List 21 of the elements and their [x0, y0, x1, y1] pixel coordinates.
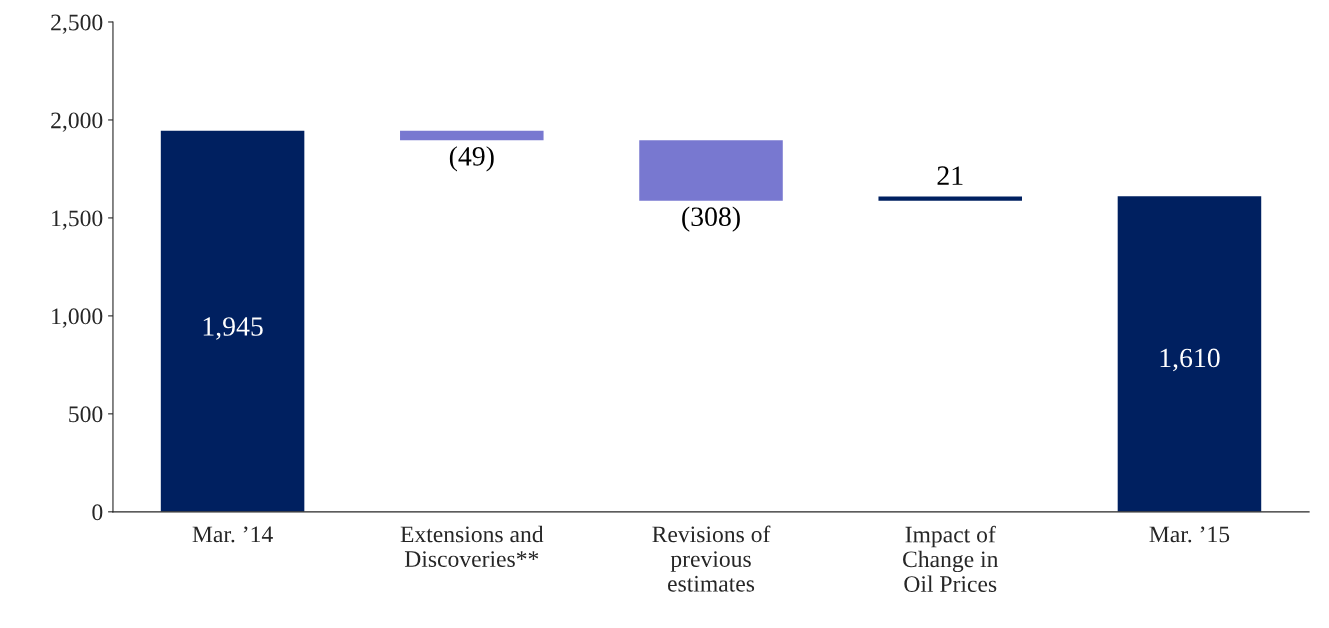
x-tick-label: Revisions of previous estimates: [652, 525, 771, 592]
data-label: (308): [682, 206, 740, 232]
bar: [1117, 196, 1262, 512]
bar: [160, 130, 305, 512]
data-label: 1,610: [1160, 348, 1220, 372]
data-label: (49): [449, 146, 494, 172]
y-tick-label: 1,000: [52, 308, 103, 328]
x-tick-label: Extensions and Discoveries**: [400, 525, 544, 568]
y-tick-label: 2,500: [51, 14, 103, 34]
y-tick-label: 500: [69, 406, 103, 423]
x-tick-label: Mar. ’14: [192, 526, 273, 543]
y-tick-label: 2,000: [51, 112, 103, 132]
bar: [400, 130, 544, 141]
bar: [878, 196, 1022, 201]
bar: [639, 140, 783, 201]
x-tick-label: Impact of Change in Oil Prices: [903, 525, 999, 593]
x-tick-label: Mar. ’15: [1149, 526, 1230, 543]
y-tick-label: 0: [92, 504, 103, 521]
data-label: 1,945: [203, 317, 263, 340]
data-label: 21: [937, 166, 963, 185]
y-tick-label: 1,500: [52, 210, 103, 230]
